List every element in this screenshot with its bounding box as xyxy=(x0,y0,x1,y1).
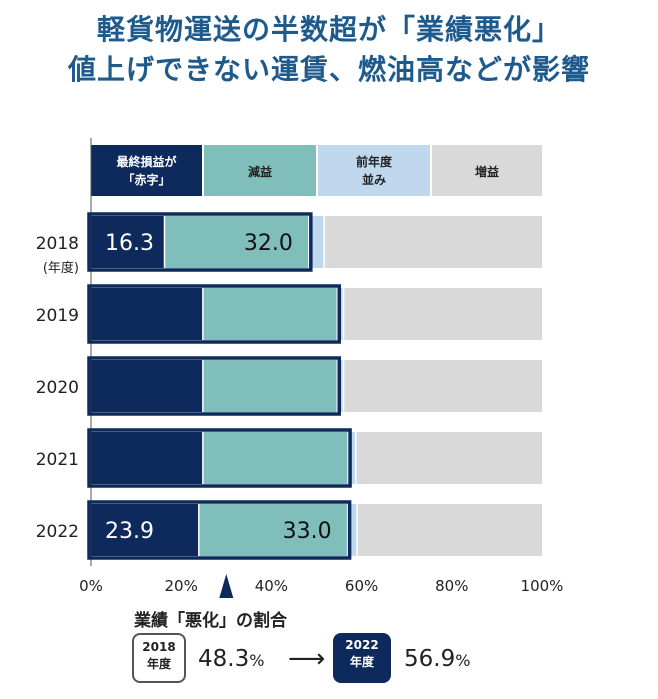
legend-swatch xyxy=(204,145,316,196)
legend-label: 増益 xyxy=(475,164,499,179)
data-label: 16.3 xyxy=(105,231,154,256)
from-year-unit: 年度 xyxy=(146,657,171,671)
bar-segment xyxy=(91,504,199,556)
data-label: 32.0 xyxy=(244,231,293,256)
arrow-right-icon: ⟶ xyxy=(288,644,326,674)
data-label: 23.9 xyxy=(105,519,154,544)
chart-title-line2: 値上げできない運賃、燃油高などが影響 xyxy=(67,53,590,86)
bar-segment xyxy=(91,360,203,412)
marker-triangle xyxy=(219,574,234,598)
from-value: 48.3 xyxy=(198,646,250,672)
bar-segment xyxy=(348,432,356,484)
category-label: 2018 xyxy=(36,234,79,254)
legend-swatch xyxy=(432,145,542,196)
to-percentage: 56.9% xyxy=(404,646,470,672)
from-percentage: 48.3% xyxy=(198,646,264,672)
category-label: 2022 xyxy=(36,522,79,542)
legend-label: 前年度 xyxy=(356,154,393,169)
summary-label: 業績「悪化」の割合 xyxy=(134,611,287,631)
to-unit: % xyxy=(455,651,471,670)
legend-label: 並み xyxy=(362,172,386,187)
from-year-badge: 2018 年度 xyxy=(132,633,186,683)
bar-segment xyxy=(343,288,542,340)
worsened-outline xyxy=(87,284,341,344)
to-year-badge: 2022 年度 xyxy=(333,633,391,683)
from-year: 2018 xyxy=(142,640,176,654)
category-label: 2020 xyxy=(36,378,79,398)
to-year: 2022 xyxy=(345,638,379,652)
x-tick-label: 0% xyxy=(79,577,103,595)
bar-segment xyxy=(198,504,348,556)
bar-segment xyxy=(202,288,338,340)
legend-swatch xyxy=(91,145,202,196)
to-value: 56.9 xyxy=(404,646,456,672)
x-tick-label: 100% xyxy=(521,577,564,595)
bar-segment xyxy=(347,504,358,556)
bar-segment xyxy=(324,216,542,268)
bar-segment xyxy=(343,360,542,412)
legend-label: 最終損益が xyxy=(116,154,176,169)
bar-segment xyxy=(91,216,165,268)
from-unit: % xyxy=(249,651,265,670)
legend-swatch xyxy=(318,145,430,196)
bar-segment xyxy=(355,432,542,484)
legend-label: 減益 xyxy=(248,164,272,179)
x-tick-label: 40% xyxy=(255,577,288,595)
category-unit-note: (年度) xyxy=(43,260,79,276)
worsened-outline xyxy=(87,212,313,272)
category-label: 2021 xyxy=(36,450,79,470)
bar-segment xyxy=(357,504,542,556)
category-label: 2019 xyxy=(36,306,79,326)
worsened-outline xyxy=(87,356,341,416)
x-tick-label: 20% xyxy=(165,577,198,595)
x-tick-label: 60% xyxy=(345,577,378,595)
data-label: 33.0 xyxy=(283,519,332,544)
x-tick-label: 80% xyxy=(435,577,468,595)
legend-label: 「赤字」 xyxy=(122,172,170,187)
bar-segment xyxy=(164,216,309,268)
to-year-unit: 年度 xyxy=(349,655,374,669)
worsened-outline xyxy=(87,428,352,488)
bar-segment xyxy=(202,360,338,412)
worsened-outline xyxy=(87,500,352,560)
bar-segment xyxy=(91,288,203,340)
bar-segment xyxy=(91,432,203,484)
bar-segment xyxy=(308,216,325,268)
chart-title-line1: 軽貨物運送の半数超が「業績悪化」 xyxy=(96,13,561,46)
bar-segment xyxy=(202,432,349,484)
